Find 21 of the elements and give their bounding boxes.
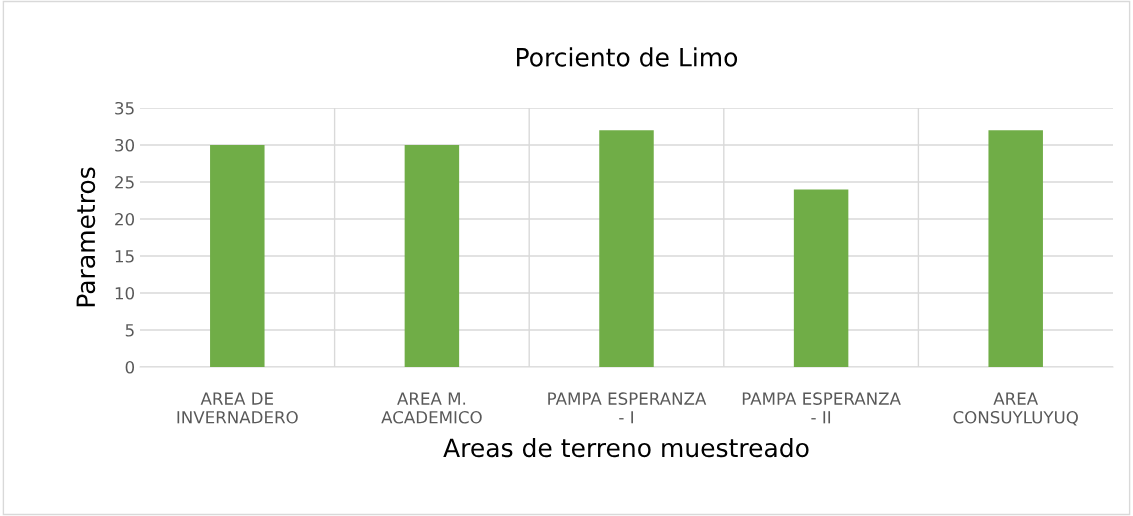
y-tick-label: 15 [115, 250, 134, 263]
y-tick-label: 25 [115, 175, 134, 189]
chart-title: Porciento de Limo [517, 47, 738, 67]
x-tick-label: PAMPA ESPERANZA - II [742, 392, 901, 424]
y-tick-label: 5 [125, 324, 134, 337]
x-tick-label: AREA M. ACADEMICO [381, 392, 482, 424]
y-tick-label: 30 [115, 138, 135, 152]
y-tick-label: 20 [115, 212, 135, 226]
bar [793, 189, 849, 367]
y-tick-label: 10 [115, 286, 135, 300]
y-tick-label: 35 [115, 101, 134, 115]
y-axis-title: Parametros [76, 167, 96, 307]
bar [988, 130, 1043, 367]
x-axis-title: Areas de terreno muestreado [443, 437, 809, 458]
bar [210, 145, 265, 367]
bar [404, 145, 460, 367]
x-tick-label: AREA DE INVERNADERO [177, 392, 298, 424]
x-tick-label: AREA CONSUYLUYUQ [953, 392, 1078, 426]
y-tick-label: 0 [125, 360, 135, 374]
x-tick-label: PAMPA ESPERANZA - I [548, 392, 707, 424]
bar [599, 130, 654, 367]
